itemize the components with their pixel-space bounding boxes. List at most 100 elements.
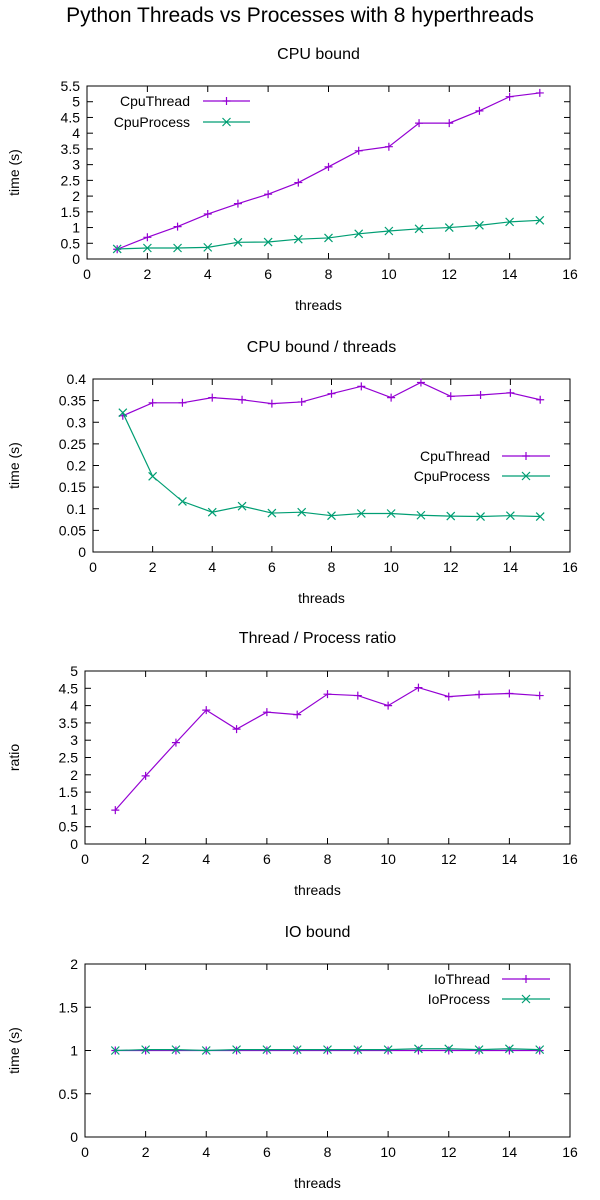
data-point xyxy=(476,512,485,521)
chart-title: CPU bound / threads xyxy=(247,339,396,356)
data-point xyxy=(387,393,396,402)
x-tick-label: 4 xyxy=(202,851,210,867)
legend: CpuThread CpuProcess xyxy=(414,448,550,484)
series-line xyxy=(114,686,540,811)
y-tick-label: 0 xyxy=(70,1129,78,1145)
series-line xyxy=(122,381,541,417)
data-point xyxy=(416,378,425,387)
data-point xyxy=(535,215,545,225)
data-point xyxy=(267,508,277,518)
x-tick-label: 0 xyxy=(83,266,91,282)
legend-label: CpuProcess xyxy=(114,114,190,130)
y-tick-label: 3 xyxy=(72,157,80,173)
x-tick-label: 12 xyxy=(443,559,459,575)
x-tick-label: 6 xyxy=(268,559,276,575)
chart-title: CPU bound xyxy=(277,46,360,63)
data-point xyxy=(178,398,187,407)
y-axis-label: ratio xyxy=(6,744,22,771)
x-tick-label: 4 xyxy=(202,1144,210,1160)
data-point xyxy=(202,706,211,715)
x-tick-label: 0 xyxy=(81,851,89,867)
data-point xyxy=(262,1045,272,1055)
data-point xyxy=(356,509,366,518)
y-tick-label: 1.5 xyxy=(59,784,79,800)
y-axis-label: time (s) xyxy=(6,1027,22,1074)
data-point xyxy=(233,199,242,208)
legend: CpuThread CpuProcess xyxy=(114,93,250,130)
data-point xyxy=(446,392,455,401)
data-point xyxy=(324,162,333,171)
y-tick-label: 0.5 xyxy=(59,1086,79,1102)
y-tick-label: 0 xyxy=(78,544,86,560)
data-point xyxy=(237,501,247,511)
x-tick-label: 6 xyxy=(263,1144,271,1160)
x-tick-label: 8 xyxy=(324,851,332,867)
y-tick-label: 0 xyxy=(72,251,80,267)
legend-label: IoThread xyxy=(434,971,490,987)
legend-sample-marker xyxy=(521,994,531,1004)
data-point xyxy=(505,92,514,101)
y-tick-label: 1 xyxy=(70,1043,78,1059)
data-point xyxy=(475,106,484,115)
y-tick-label: 3.5 xyxy=(61,141,81,157)
data-point xyxy=(535,691,544,700)
x-tick-label: 0 xyxy=(81,1144,89,1160)
data-point xyxy=(444,1046,453,1055)
data-point xyxy=(383,1045,393,1055)
legend-label: CpuThread xyxy=(120,93,190,109)
data-point xyxy=(233,237,243,247)
series-cpuprocess xyxy=(112,215,545,254)
data-point xyxy=(297,507,307,517)
x-axis-label: threads xyxy=(294,882,341,898)
data-point xyxy=(327,511,336,521)
data-point xyxy=(207,507,217,517)
x-tick-label: 2 xyxy=(143,266,151,282)
data-point xyxy=(171,1046,180,1055)
series-line xyxy=(122,412,541,518)
y-tick-label: 4 xyxy=(72,125,80,141)
data-point xyxy=(297,397,306,406)
y-tick-label: 0.35 xyxy=(59,393,86,409)
x-tick-label: 10 xyxy=(380,851,396,867)
y-tick-label: 0.2 xyxy=(67,458,87,474)
x-tick-label: 16 xyxy=(562,1144,578,1160)
x-tick-label: 12 xyxy=(441,851,457,867)
x-tick-label: 14 xyxy=(502,851,518,867)
data-point xyxy=(505,1046,514,1055)
x-tick-label: 12 xyxy=(441,1144,457,1160)
data-point xyxy=(475,690,484,699)
data-point xyxy=(238,395,247,404)
x-tick-label: 8 xyxy=(325,266,333,282)
data-point xyxy=(262,1046,271,1055)
data-point xyxy=(324,233,333,243)
y-tick-label: 2 xyxy=(70,956,78,972)
data-point xyxy=(536,395,545,404)
data-point xyxy=(354,146,363,155)
y-tick-label: 1.5 xyxy=(61,204,81,220)
data-point xyxy=(444,692,453,701)
data-point xyxy=(416,510,426,520)
data-point xyxy=(474,1045,484,1055)
y-tick-label: 1 xyxy=(70,801,78,817)
x-tick-label: 14 xyxy=(503,559,519,575)
data-point xyxy=(414,683,423,692)
data-point xyxy=(232,1045,241,1055)
data-point xyxy=(386,509,396,518)
data-point xyxy=(444,1044,454,1054)
x-tick-label: 2 xyxy=(142,851,150,867)
data-point xyxy=(475,220,484,230)
data-point xyxy=(414,1046,423,1055)
data-point xyxy=(173,222,182,231)
data-point xyxy=(476,391,485,400)
x-tick-label: 0 xyxy=(89,559,97,575)
legend-sample-marker xyxy=(222,97,231,105)
x-tick-label: 16 xyxy=(562,266,578,282)
data-point xyxy=(110,1046,120,1055)
data-point xyxy=(505,217,515,227)
data-point xyxy=(292,1045,302,1055)
x-tick-label: 10 xyxy=(383,559,399,575)
x-tick-label: 6 xyxy=(263,851,271,867)
data-point xyxy=(141,1045,151,1055)
data-point xyxy=(353,1046,362,1055)
data-point xyxy=(504,1044,514,1054)
